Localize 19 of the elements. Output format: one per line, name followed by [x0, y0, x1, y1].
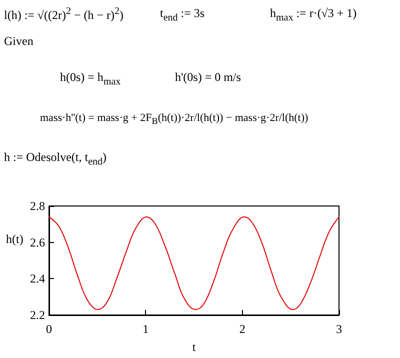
text: t$_{end}$ := 3s: [160, 6, 205, 24]
text: h$_{max}$ := r·(√3 + 1): [270, 6, 357, 24]
line-series: [48, 216, 340, 310]
x-tick-label: 2: [239, 322, 246, 336]
text: l(h) := √((2r)$^{2}$ − (h − r)$^{2}$): [4, 6, 124, 23]
y-tick-label: 2.2: [30, 308, 45, 322]
y-tick-label: 2.4: [30, 272, 45, 286]
x-tick-label: 1: [142, 322, 149, 336]
text: h := Odesolve(t, t$_{end}$): [4, 150, 107, 168]
x-tick-label: 3: [336, 322, 342, 336]
text: Given: [4, 34, 34, 49]
x-tick-label: 0: [46, 322, 52, 336]
text: h(0s) = h$_{max}$: [60, 70, 121, 88]
y-axis-title: h(t): [6, 232, 24, 246]
x-axis-title: t: [192, 340, 196, 354]
text: mass·h''(t) = mass·g + 2F$_{B}$(h(t))·2r/l(h(t)) − mass·g·2r/l(h(t)): [40, 112, 308, 126]
text: h'(0s) = 0 m/s: [175, 70, 241, 85]
y-tick-label: 2.8: [30, 199, 45, 213]
y-tick-label: 2.6: [30, 235, 45, 250]
